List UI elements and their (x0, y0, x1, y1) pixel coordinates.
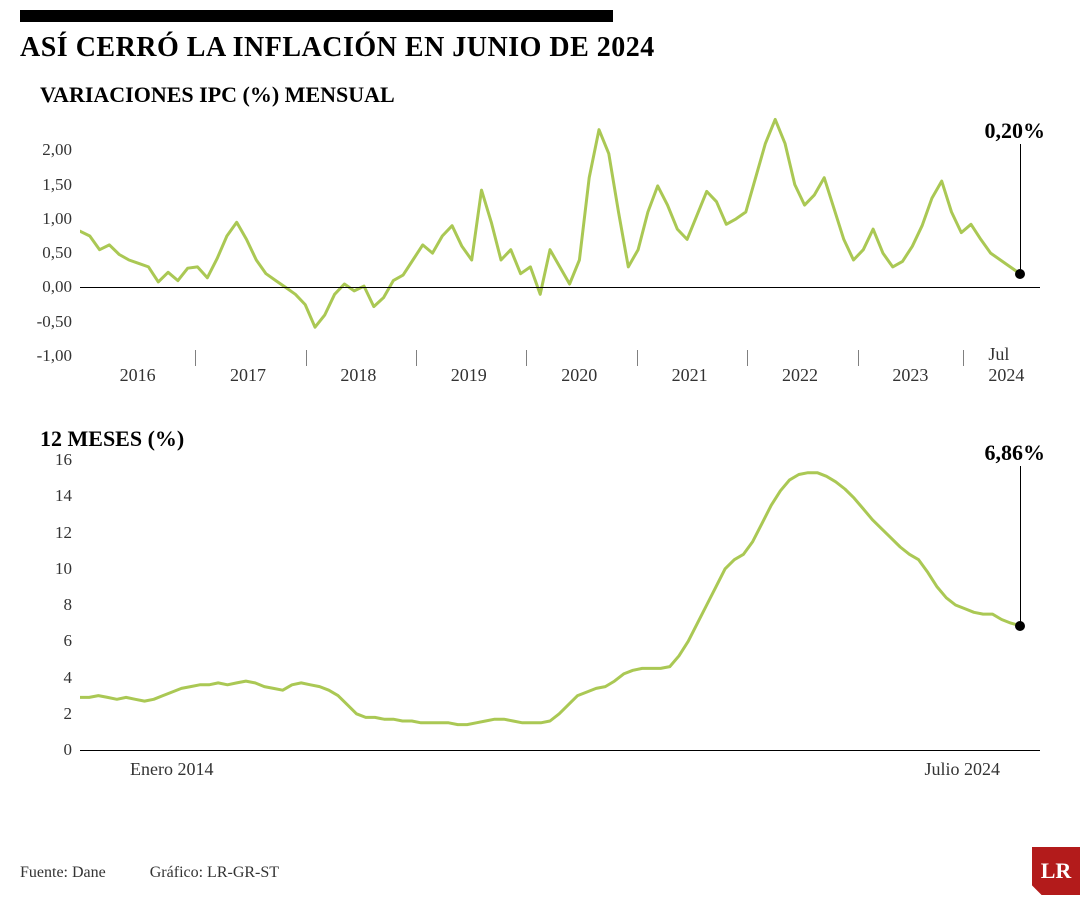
chart1-x-label: 2019 (451, 365, 487, 386)
chart1-line-svg (80, 116, 1040, 356)
chart2-y-label: 12 (55, 523, 72, 543)
chart1-x-label: 2016 (120, 365, 156, 386)
chart2-callout-line (1020, 466, 1021, 626)
lr-logo: LR (1032, 847, 1080, 895)
chart1-x-tick (858, 350, 859, 366)
chart1-x-tick (747, 350, 748, 366)
lr-logo-text: LR (1041, 858, 1072, 884)
main-title: ASÍ CERRÓ LA INFLACIÓN EN JUNIO DE 2024 (20, 32, 1060, 64)
chart1-x-tick (306, 350, 307, 366)
chart1-container: 2,00 1,50 1,00 0,50 0,00 -0,50 -1,00 0,20% 201… (20, 116, 1040, 396)
chart2-y-label: 10 (55, 559, 72, 579)
chart1-plot-area: 0,20% (80, 116, 1040, 356)
chart2-y-label: 8 (64, 595, 73, 615)
chart1-callout: 0,20% (985, 118, 1046, 144)
chart1-subtitle: VARIACIONES IPC (%) MENSUAL (40, 82, 1060, 108)
chart2-y-label: 16 (55, 450, 72, 470)
chart1-zero-line (80, 287, 1040, 288)
chart1-y-label: 0,50 (42, 243, 72, 263)
chart1-x-tick (526, 350, 527, 366)
chart1-y-label: -0,50 (37, 312, 72, 332)
chart1-x-label: 2017 (230, 365, 266, 386)
chart2-subtitle: 12 MESES (%) (40, 426, 1060, 452)
source-label: Fuente: Dane (20, 864, 106, 881)
chart2-x-label: Julio 2024 (924, 759, 1000, 780)
chart1-x-label: 2023 (892, 365, 928, 386)
chart1-y-label: 2,00 (42, 140, 72, 160)
chart2-plot-area: 6,86% (80, 460, 1040, 750)
chart1-x-label: 2021 (672, 365, 708, 386)
top-rule (20, 10, 613, 22)
chart2-y-label: 4 (64, 668, 73, 688)
chart2-y-label: 6 (64, 631, 73, 651)
chart2-container: 1614121086420 6,86% Enero 2014Julio 2024 (20, 460, 1040, 790)
chart2-y-label: 0 (64, 740, 73, 760)
chart1-y-label: 0,00 (42, 277, 72, 297)
chart2-y-label: 14 (55, 486, 72, 506)
chart1-y-axis: 2,00 1,50 1,00 0,50 0,00 -0,50 -1,00 (20, 116, 80, 396)
chart1-x-tick (637, 350, 638, 366)
chart2-line-svg (80, 460, 1040, 750)
chart2-x-axis: Enero 2014 Julio 2024 (80, 750, 1040, 790)
chart1-x-axis: 20162017201820192020202120222023Jul 2024 (80, 356, 1040, 396)
chart1-callout-line (1020, 144, 1021, 274)
chart1-x-label: 2020 (561, 365, 597, 386)
chart1-x-label: Jul 2024 (988, 344, 1024, 386)
chart2-y-axis: 1614121086420 (20, 460, 80, 790)
chart1-x-tick (963, 350, 964, 366)
chart1-x-tick (416, 350, 417, 366)
chart2-y-label: 2 (64, 704, 73, 724)
chart1-x-tick (195, 350, 196, 366)
chart1-y-label: 1,50 (42, 175, 72, 195)
chart1-x-label: 2022 (782, 365, 818, 386)
chart1-y-label: 1,00 (42, 209, 72, 229)
chart2-x-label: Enero 2014 (130, 759, 213, 780)
chart2-callout: 6,86% (985, 440, 1046, 466)
chart1-y-label: -1,00 (37, 346, 72, 366)
chart1-x-label: 2018 (340, 365, 376, 386)
footer: Fuente: Dane Gráfico: LR-GR-ST (20, 864, 319, 882)
graphic-label: Gráfico: LR-GR-ST (150, 864, 279, 881)
